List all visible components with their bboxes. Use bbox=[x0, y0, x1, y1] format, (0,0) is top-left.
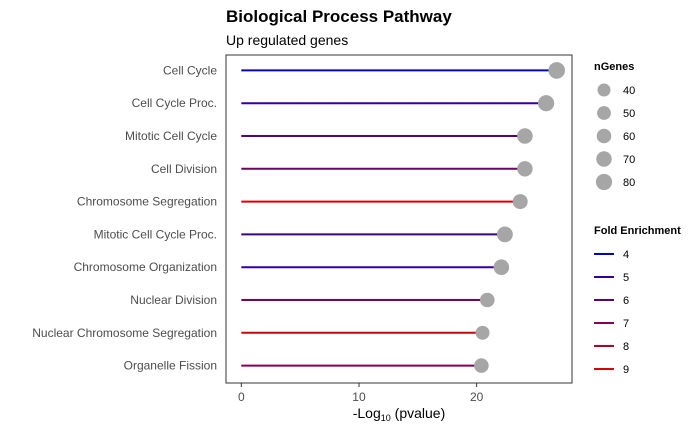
legend-ngenes-key bbox=[595, 173, 613, 191]
category-label: Cell Cycle bbox=[163, 63, 217, 77]
category-label: Nuclear Chromosome Segregation bbox=[32, 326, 217, 340]
x-axis-title: -Log10 (pvalue) bbox=[353, 405, 446, 423]
data-point bbox=[475, 325, 490, 340]
data-point bbox=[538, 95, 555, 112]
legend-ngenes-key bbox=[596, 151, 612, 167]
data-point bbox=[497, 226, 513, 243]
legend-ngenes-label: 60 bbox=[623, 131, 635, 143]
data-point bbox=[512, 194, 528, 210]
category-label: Nuclear Division bbox=[130, 293, 217, 307]
x-tick-label: 20 bbox=[470, 390, 484, 404]
category-label: Chromosome Segregation bbox=[77, 195, 217, 209]
category-label: Mitotic Cell Cycle bbox=[125, 129, 217, 143]
legend-ngenes-label: 50 bbox=[623, 108, 635, 120]
data-point bbox=[479, 292, 495, 308]
legend-ngenes-key bbox=[597, 83, 611, 97]
legend-ngenes-title: nGenes bbox=[594, 61, 634, 73]
chart-subtitle: Up regulated genes bbox=[226, 32, 348, 48]
data-point bbox=[548, 62, 566, 79]
legend-ngenes-key bbox=[597, 106, 611, 120]
legend-fold-enrichment-label: 4 bbox=[623, 249, 629, 261]
x-axis-title-main: -Log bbox=[353, 405, 381, 421]
x-tick-label: 0 bbox=[238, 390, 245, 404]
data-point bbox=[493, 259, 510, 275]
legend-fold-enrichment-label: 6 bbox=[623, 295, 629, 307]
data-point bbox=[474, 358, 489, 373]
x-axis-title-subscript: 10 bbox=[381, 413, 391, 423]
legend-fold-enrichment-title: Fold Enrichment bbox=[594, 225, 681, 237]
legend-ngenes-key bbox=[596, 128, 612, 144]
legend-fold-enrichment-label: 9 bbox=[623, 364, 629, 376]
chart-title: Biological Process Pathway bbox=[226, 7, 452, 26]
legend-fold-enrichment-label: 7 bbox=[623, 318, 629, 330]
data-point bbox=[517, 161, 533, 177]
stems-group bbox=[241, 69, 557, 367]
x-tick-label: 10 bbox=[352, 390, 366, 404]
plot-panel bbox=[225, 54, 573, 384]
legend-fold-enrichment-label: 5 bbox=[623, 272, 629, 284]
category-label: Mitotic Cell Cycle Proc. bbox=[94, 227, 217, 241]
category-label: Organelle Fission bbox=[124, 359, 217, 373]
legend-fold-enrichment: Fold Enrichment 4 5 6 7 8 9 bbox=[594, 225, 681, 376]
legend-ngenes-label: 70 bbox=[623, 154, 635, 166]
legend-ngenes-label: 80 bbox=[623, 177, 635, 189]
legend-fold-enrichment-label: 8 bbox=[623, 341, 629, 353]
category-label: Chromosome Organization bbox=[74, 260, 217, 274]
category-label: Cell Cycle Proc. bbox=[132, 96, 217, 110]
legend-ngenes: nGenes 40 50 60 70 80 bbox=[594, 61, 635, 191]
category-label: Cell Division bbox=[151, 162, 217, 176]
points-group bbox=[474, 62, 566, 373]
category-labels: Cell Cycle Cell Cycle Proc. Mitotic Cell C… bbox=[32, 63, 217, 372]
x-axis: 0 10 20 bbox=[238, 383, 484, 404]
data-point bbox=[517, 128, 533, 144]
x-axis-title-suffix: (pvalue) bbox=[391, 405, 445, 421]
legend-ngenes-label: 40 bbox=[623, 85, 635, 97]
